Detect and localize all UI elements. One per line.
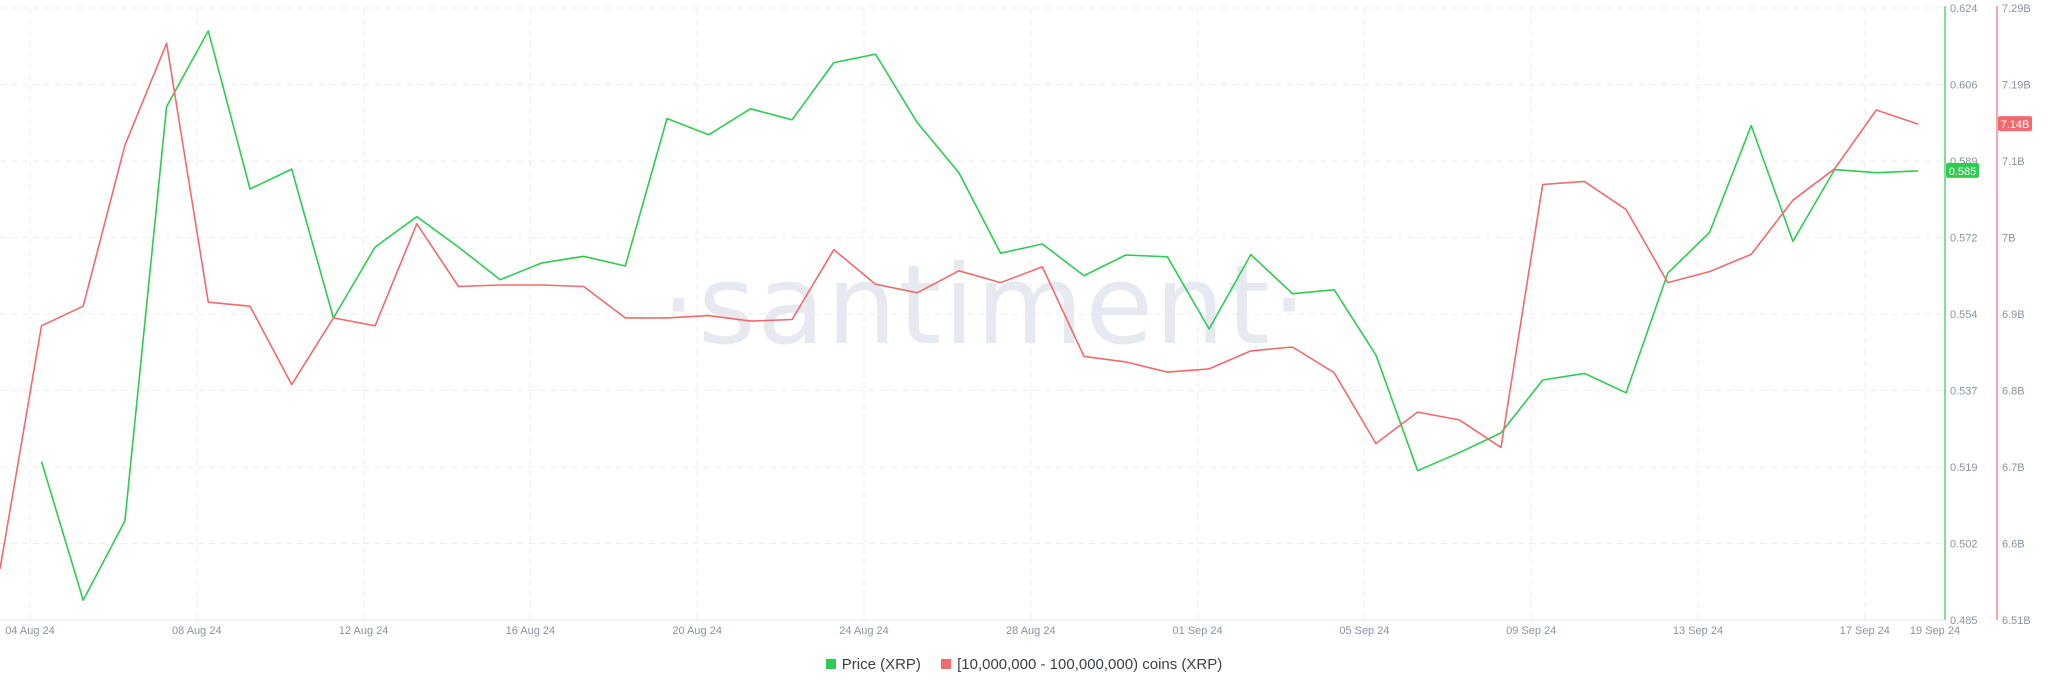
last-value-badge — [1998, 116, 2032, 132]
right-tick-label: 6.7B — [2002, 462, 2025, 474]
x-tick-label: 12 Aug 24 — [339, 625, 389, 637]
x-tick-label: 24 Aug 24 — [839, 625, 889, 637]
last-value-label: 0.585 — [1949, 166, 1977, 178]
legend-label-price: Price (XRP) — [841, 656, 921, 673]
legend-swatch-price — [825, 659, 836, 669]
x-tick-label: 08 Aug 24 — [172, 625, 222, 637]
x-tick-label: 16 Aug 24 — [506, 625, 556, 637]
left-tick-label: 0.519 — [1950, 462, 1978, 474]
left-tick-label: 0.572 — [1950, 233, 1978, 245]
right-tick-label: 7.19B — [2002, 80, 2031, 92]
right-tick-label: 6.51B — [2002, 615, 2031, 627]
legend-item-holders[interactable]: [10,000,000 - 100,000,000) coins (XRP) — [941, 656, 1222, 673]
x-tick-label: 13 Sep 24 — [1673, 625, 1723, 637]
left-tick-label: 0.502 — [1950, 539, 1978, 551]
santiment-watermark: ·santiment· — [661, 241, 1309, 369]
left-tick-label: 0.606 — [1950, 80, 1978, 92]
right-tick-label: 6.6B — [2002, 539, 2025, 551]
right-tick-label: 6.8B — [2002, 386, 2025, 398]
last-value-label: 7.14B — [2001, 119, 2030, 131]
left-tick-label: 0.624 — [1950, 3, 1978, 15]
series-line-holders — [0, 42, 1919, 570]
x-tick-label: 19 Sep 24 — [1910, 625, 1960, 637]
badges-layer: 0.585 7.14B — [1946, 116, 2032, 178]
right-tick-label: 7.29B — [2002, 3, 2031, 15]
last-value-badge — [1946, 162, 1979, 178]
series-line-price — [40, 30, 1919, 602]
legend-swatch-holders — [941, 659, 952, 669]
x-tick-label: 28 Aug 24 — [1006, 625, 1056, 637]
legend-label-holders: [10,000,000 - 100,000,000) coins (XRP) — [957, 656, 1223, 673]
left-tick-label: 0.537 — [1950, 386, 1978, 398]
x-tick-label: 09 Sep 24 — [1506, 625, 1556, 637]
left-tick-label: 0.485 — [1950, 615, 1978, 627]
right-tick-label: 6.9B — [2002, 309, 2025, 321]
x-tick-label: 05 Sep 24 — [1339, 625, 1389, 637]
x-tick-label: 17 Sep 24 — [1840, 625, 1890, 637]
series-layer — [0, 30, 1919, 602]
x-tick-label: 04 Aug 24 — [5, 625, 55, 637]
right-tick-label: 7.1B — [2002, 156, 2025, 168]
x-tick-label: 01 Sep 24 — [1173, 625, 1223, 637]
left-tick-label: 0.554 — [1950, 309, 1978, 321]
legend-item-price[interactable]: Price (XRP) — [825, 656, 921, 673]
right-tick-label: 7B — [2002, 233, 2015, 245]
legend: Price (XRP) [10,000,000 - 100,000,000) c… — [0, 656, 2048, 673]
grid — [0, 7, 1945, 620]
x-tick-label: 20 Aug 24 — [672, 625, 722, 637]
